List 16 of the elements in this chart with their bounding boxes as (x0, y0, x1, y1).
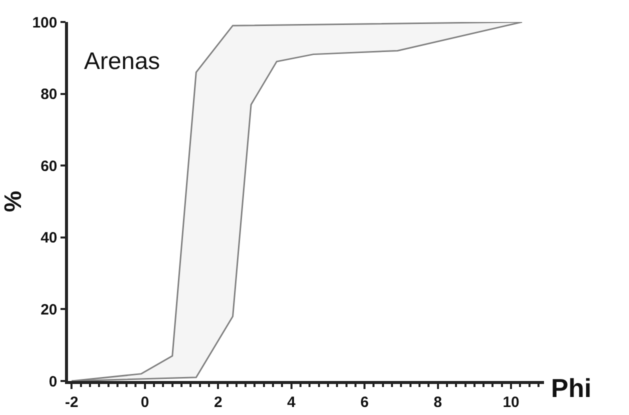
x-tick-label: 8 (434, 394, 442, 411)
y-tick-label: 0 (48, 373, 58, 390)
y-tick-label: 40 (40, 230, 58, 247)
y-tick-label: 100 (32, 14, 58, 32)
x-tick-label: 2 (214, 394, 222, 411)
x-tick-label: 4 (287, 394, 296, 411)
y-tick-label: 60 (40, 158, 58, 175)
annotation: Arenas (84, 48, 160, 75)
x-tick-label: 6 (360, 394, 369, 411)
y-tick-label: 20 (40, 301, 58, 318)
x-tick-label: 0 (140, 394, 150, 411)
x-axis-title: Phi (551, 373, 592, 403)
x-tick-label: 10 (502, 394, 520, 411)
y-tick-label: 80 (40, 86, 58, 104)
y-axis-title: % (0, 190, 27, 212)
x-tick-label: -2 (64, 394, 78, 411)
